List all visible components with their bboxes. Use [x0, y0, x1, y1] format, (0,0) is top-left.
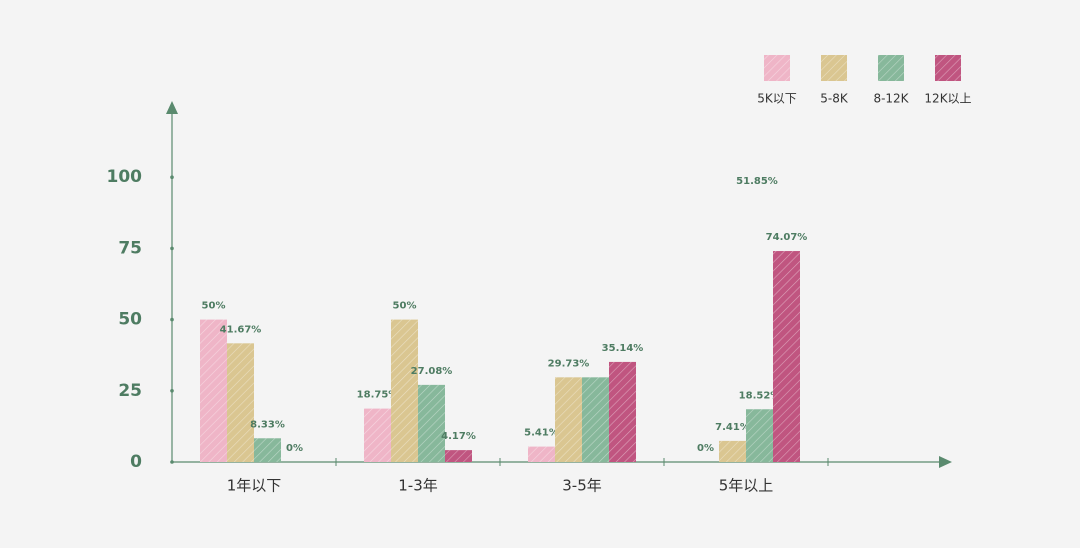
y-tick-label: 50 [118, 310, 142, 330]
bar-hatch [254, 438, 281, 462]
bar-hatch [418, 384, 445, 462]
bar-hatch [773, 251, 800, 462]
bar-hatch [555, 377, 582, 462]
bar-hatch [364, 408, 391, 462]
bar-hatch [200, 319, 227, 462]
legend-hatch [878, 55, 904, 81]
x-tick-label: 1年以下 [227, 477, 282, 495]
legend-hatch [821, 55, 847, 81]
value-label: 29.73% [548, 358, 590, 369]
legend-hatch [764, 55, 790, 81]
value-label: 18.52% [739, 390, 781, 401]
value-label: 4.17% [441, 431, 476, 442]
legend-label: 12K以上 [924, 92, 971, 106]
legend-label: 5-8K [820, 92, 849, 106]
bar-hatch [746, 409, 773, 462]
bar-hatch [227, 343, 254, 462]
y-tick-label: 25 [118, 381, 142, 401]
bar-hatch [528, 446, 555, 462]
y-tick-dot [170, 460, 174, 464]
y-tick-dot [170, 389, 174, 393]
y-tick-label: 75 [118, 238, 142, 258]
bar-hatch [719, 440, 746, 462]
x-axis-arrow [939, 456, 952, 468]
bar-hatch [582, 377, 609, 462]
value-label: 27.08% [411, 366, 453, 377]
annotation: 51.85% [736, 176, 778, 187]
value-label: 8.33% [250, 419, 285, 430]
y-tick-dot [170, 317, 174, 322]
bar-hatch [445, 450, 472, 462]
legend-hatch [935, 55, 961, 81]
x-tick-label: 3-5年 [562, 477, 602, 495]
y-tick-dot [170, 175, 174, 179]
value-label: 50% [393, 301, 417, 312]
x-tick-label: 5年以上 [719, 477, 774, 495]
bar-hatch [391, 319, 418, 462]
value-label: 74.07% [766, 232, 808, 243]
bar-hatch [609, 361, 636, 462]
y-axis-arrow [166, 101, 178, 114]
x-tick-label: 1-3年 [398, 477, 438, 495]
legend-label: 8-12K [873, 92, 909, 106]
value-label: 35.14% [602, 343, 644, 354]
y-tick-label: 100 [107, 167, 143, 187]
value-label: 7.41% [715, 422, 750, 433]
value-label: 41.67% [220, 324, 262, 335]
legend-label: 5K以下 [757, 92, 797, 106]
y-tick-label: 0 [130, 452, 142, 472]
y-tick-dot [170, 246, 174, 251]
value-label: 50% [202, 301, 226, 312]
value-label: 0% [286, 443, 303, 454]
value-label: 0% [697, 443, 714, 454]
value-label: 5.41% [524, 428, 559, 439]
value-label: 18.75% [357, 390, 399, 401]
